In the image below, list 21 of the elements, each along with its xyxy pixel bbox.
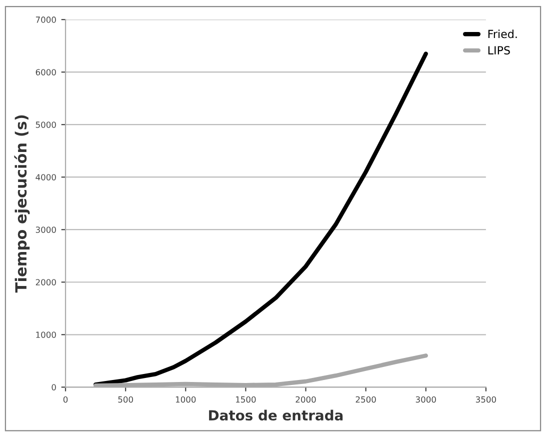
x-tick-label: 1000 bbox=[176, 396, 196, 403]
x-tick-label: 1500 bbox=[236, 396, 256, 403]
legend-label: LIPS bbox=[488, 46, 510, 54]
x-tick-label: 2500 bbox=[356, 396, 376, 403]
y-tick-label: 2000 bbox=[36, 279, 56, 286]
y-tick-label: 0 bbox=[52, 384, 56, 390]
line-series bbox=[93, 52, 428, 387]
y-tick-label: 3000 bbox=[36, 226, 56, 233]
legend-label: Fried. bbox=[488, 30, 517, 38]
y-tick-label: 4000 bbox=[36, 174, 56, 180]
x-tick-label: 3000 bbox=[416, 396, 436, 403]
y-tick-label: 1000 bbox=[36, 332, 56, 338]
x-axis-title: Datos de entrada bbox=[209, 410, 343, 421]
y-tick-label: 5000 bbox=[36, 122, 56, 128]
x-tick-label: 0 bbox=[63, 396, 68, 403]
x-tick-label: 2000 bbox=[296, 396, 316, 403]
y-tick-label: 7000 bbox=[36, 16, 56, 23]
x-tick-label: 500 bbox=[118, 396, 133, 403]
y-tick-label: 6000 bbox=[36, 69, 56, 76]
x-tick-label: 3500 bbox=[476, 396, 496, 403]
y-axis-title: Tiempo ejecución (s) bbox=[14, 115, 30, 293]
